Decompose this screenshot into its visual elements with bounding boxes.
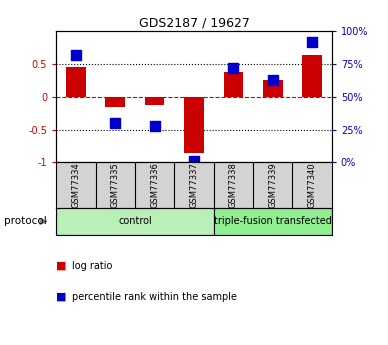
Text: GSM77338: GSM77338: [229, 162, 238, 208]
Text: GSM77336: GSM77336: [150, 162, 159, 208]
Title: GDS2187 / 19627: GDS2187 / 19627: [139, 17, 249, 30]
Text: GSM77335: GSM77335: [111, 162, 120, 208]
Text: percentile rank within the sample: percentile rank within the sample: [72, 292, 237, 302]
Bar: [223, 72, 243, 97]
Point: [230, 65, 236, 71]
Bar: [302, 55, 322, 97]
Bar: [184, 97, 204, 152]
Text: protocol: protocol: [4, 216, 47, 226]
Text: GSM77334: GSM77334: [71, 162, 80, 208]
Point: [309, 39, 315, 44]
Text: control: control: [118, 216, 152, 226]
Bar: [145, 97, 165, 105]
Text: ■: ■: [56, 261, 67, 270]
Bar: [263, 80, 282, 97]
Bar: [214, 208, 332, 235]
Text: ■: ■: [56, 292, 67, 302]
Point: [270, 77, 276, 82]
Text: GSM77337: GSM77337: [189, 162, 199, 208]
Bar: [106, 97, 125, 107]
Bar: [56, 208, 214, 235]
Point: [152, 123, 158, 128]
Text: GSM77340: GSM77340: [308, 162, 317, 208]
Text: log ratio: log ratio: [72, 261, 112, 270]
Point: [73, 52, 79, 58]
Point: [112, 120, 118, 126]
Text: GSM77339: GSM77339: [268, 162, 277, 208]
Text: triple-fusion transfected: triple-fusion transfected: [214, 216, 332, 226]
Bar: [66, 67, 86, 97]
Point: [191, 158, 197, 164]
